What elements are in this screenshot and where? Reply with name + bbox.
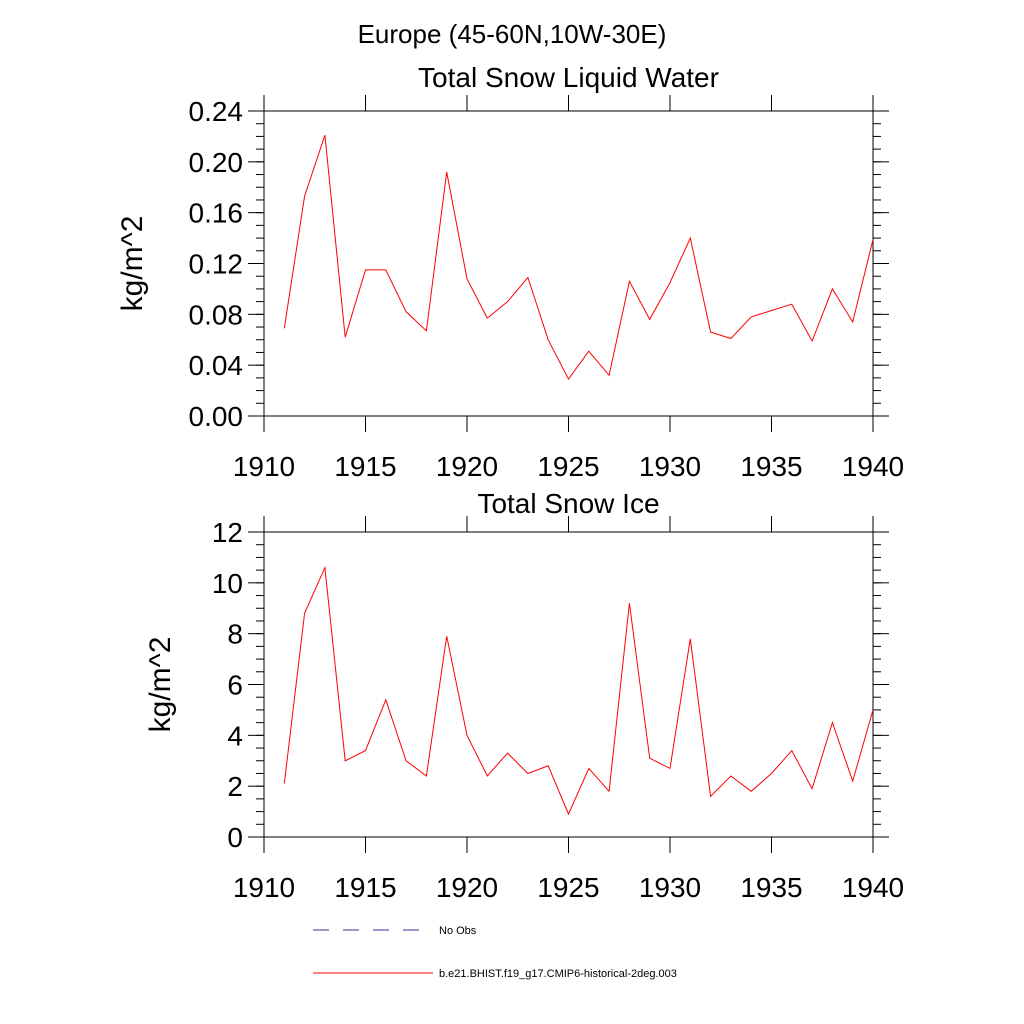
y-tick-label: 10	[212, 568, 243, 599]
y-tick-label: 2	[227, 771, 243, 802]
y-tick-label: 6	[227, 670, 243, 701]
x-tick-label: 1920	[436, 451, 498, 482]
figure-suptitle: Europe (45-60N,10W-30E)	[358, 19, 667, 49]
x-tick-label: 1930	[639, 451, 701, 482]
x-tick-label: 1925	[537, 872, 599, 903]
y-tick-label: 0.12	[189, 249, 244, 280]
x-tick-label: 1935	[740, 451, 802, 482]
y-tick-label: 0.08	[189, 299, 244, 330]
y-tick-label: 12	[212, 517, 243, 548]
series-line-1	[283, 565, 874, 816]
panels: Total Snow Liquid Water 1910 1915 1920 1925 1…	[116, 62, 904, 903]
x-tick-label: 1910	[233, 872, 295, 903]
x-tick-label: 1910	[233, 451, 295, 482]
y-tick-label: 0.20	[189, 147, 244, 178]
y-tick-label: 0.04	[189, 350, 244, 381]
chart-panel-2: Total Snow Ice 1910 1915 1920 1925 1930 1935 19…	[144, 488, 904, 903]
series-line-1	[283, 134, 874, 381]
chart-panel-1: Total Snow Liquid Water 1910 1915 1920 1925 1…	[116, 62, 904, 482]
x-tick-label: 1915	[334, 872, 396, 903]
plot-frame	[263, 531, 874, 838]
chart-title: Total Snow Liquid Water	[418, 62, 719, 93]
legend: No Obs b.e21.BHIST.f19_g17.CMIP6-histori…	[313, 925, 677, 980]
x-tick-label: 1920	[436, 872, 498, 903]
y-tick-label: 4	[227, 720, 243, 751]
legend-label-no-obs: No Obs	[439, 925, 477, 937]
x-tick-label: 1935	[740, 872, 802, 903]
x-tick-label: 1915	[334, 451, 396, 482]
chart-title: Total Snow Ice	[477, 488, 659, 519]
y-axis-label: kg/m^2	[116, 216, 149, 312]
plot-frame	[263, 110, 874, 417]
x-tick-label: 1940	[842, 451, 904, 482]
y-tick-label: 0.16	[189, 198, 244, 229]
x-tick-label: 1940	[842, 872, 904, 903]
legend-label-model: b.e21.BHIST.f19_g17.CMIP6-historical-2de…	[439, 968, 677, 980]
y-axis-label: kg/m^2	[144, 637, 177, 733]
y-tick-label: 0.24	[189, 96, 244, 127]
y-tick-label: 8	[227, 619, 243, 650]
y-tick-label: 0	[227, 822, 243, 853]
y-tick-label: 0.00	[189, 401, 244, 432]
x-tick-label: 1930	[639, 872, 701, 903]
x-tick-label: 1925	[537, 451, 599, 482]
